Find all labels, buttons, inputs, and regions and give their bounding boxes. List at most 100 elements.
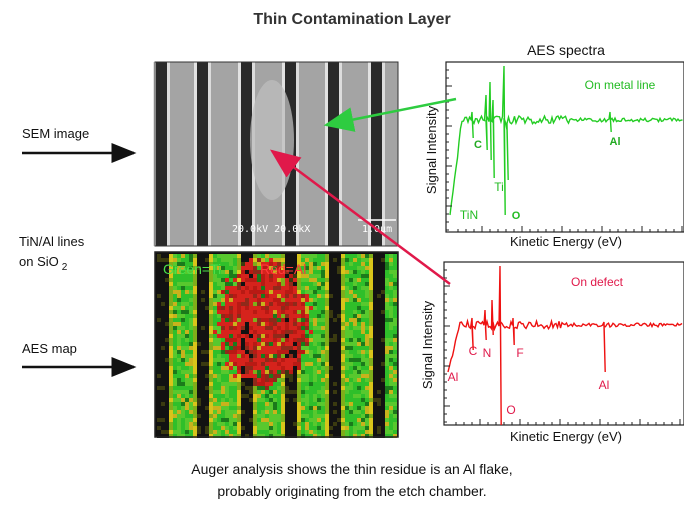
map-pixel xyxy=(233,310,237,314)
map-pixel xyxy=(377,278,381,282)
map-pixel xyxy=(297,382,301,386)
map-pixel xyxy=(261,274,265,278)
map-pixel xyxy=(173,382,177,386)
map-pixel xyxy=(349,342,353,346)
map-pixel xyxy=(161,342,165,346)
map-pixel xyxy=(293,330,297,334)
map-pixel xyxy=(317,406,321,410)
map-pixel xyxy=(305,394,309,398)
map-pixel xyxy=(373,422,377,426)
map-pixel xyxy=(197,258,201,262)
map-pixel xyxy=(357,290,361,294)
map-pixel xyxy=(277,394,281,398)
map-pixel xyxy=(309,322,313,326)
map-pixel xyxy=(249,430,253,434)
map-pixel xyxy=(273,362,277,366)
map-pixel xyxy=(369,402,373,406)
map-pixel xyxy=(329,318,333,322)
map-pixel xyxy=(249,302,253,306)
map-pixel xyxy=(277,282,281,286)
map-pixel xyxy=(161,398,165,402)
map-pixel xyxy=(217,390,221,394)
map-pixel xyxy=(361,350,365,354)
map-pixel xyxy=(373,330,377,334)
map-pixel xyxy=(237,322,241,326)
map-pixel xyxy=(249,338,253,342)
map-pixel xyxy=(325,258,329,262)
map-pixel xyxy=(217,394,221,398)
map-pixel xyxy=(297,398,301,402)
map-pixel xyxy=(237,286,241,290)
map-pixel xyxy=(281,398,285,402)
map-pixel xyxy=(217,262,221,266)
map-pixel xyxy=(365,350,369,354)
map-pixel xyxy=(197,430,201,434)
map-pixel xyxy=(185,310,189,314)
map-pixel xyxy=(265,434,269,438)
map-pixel xyxy=(389,258,393,262)
map-pixel xyxy=(229,374,233,378)
map-pixel xyxy=(305,270,309,274)
map-pixel xyxy=(293,418,297,422)
map-pixel xyxy=(261,286,265,290)
map-pixel xyxy=(329,382,333,386)
map-pixel xyxy=(201,326,205,330)
map-pixel xyxy=(157,322,161,326)
map-pixel xyxy=(265,394,269,398)
map-pixel xyxy=(225,310,229,314)
map-pixel xyxy=(217,330,221,334)
map-pixel xyxy=(177,414,181,418)
map-pixel xyxy=(249,286,253,290)
map-pixel xyxy=(337,410,341,414)
map-pixel xyxy=(205,346,209,350)
map-pixel xyxy=(333,298,337,302)
map-pixel xyxy=(205,390,209,394)
map-pixel xyxy=(281,386,285,390)
map-pixel xyxy=(225,418,229,422)
map-pixel xyxy=(193,350,197,354)
map-pixel xyxy=(281,390,285,394)
map-pixel xyxy=(309,338,313,342)
map-pixel xyxy=(165,358,169,362)
map-pixel xyxy=(265,398,269,402)
map-pixel xyxy=(301,346,305,350)
map-pixel xyxy=(301,354,305,358)
map-pixel xyxy=(281,434,285,438)
map-pixel xyxy=(293,302,297,306)
map-pixel xyxy=(217,366,221,370)
map-pixel xyxy=(197,306,201,310)
map-pixel xyxy=(193,330,197,334)
map-pixel xyxy=(161,282,165,286)
map-pixel xyxy=(253,326,257,330)
map-pixel xyxy=(253,382,257,386)
map-pixel xyxy=(349,402,353,406)
map-pixel xyxy=(385,342,389,346)
map-pixel xyxy=(321,406,325,410)
map-pixel xyxy=(325,350,329,354)
map-pixel xyxy=(181,414,185,418)
map-pixel xyxy=(385,286,389,290)
map-pixel xyxy=(245,434,249,438)
map-pixel xyxy=(221,330,225,334)
map-pixel xyxy=(189,282,193,286)
map-pixel xyxy=(369,326,373,330)
map-pixel xyxy=(201,314,205,318)
map-pixel xyxy=(265,318,269,322)
map-pixel xyxy=(341,306,345,310)
map-pixel xyxy=(377,330,381,334)
map-pixel xyxy=(189,270,193,274)
map-pixel xyxy=(317,382,321,386)
map-pixel xyxy=(193,382,197,386)
map-pixel xyxy=(257,362,261,366)
map-pixel xyxy=(369,434,373,438)
map-pixel xyxy=(213,326,217,330)
map-pixel xyxy=(285,322,289,326)
map-pixel xyxy=(333,270,337,274)
map-pixel xyxy=(285,414,289,418)
map-pixel xyxy=(289,270,293,274)
map-pixel xyxy=(233,402,237,406)
map-pixel xyxy=(193,338,197,342)
map-pixel xyxy=(309,278,313,282)
map-pixel xyxy=(377,410,381,414)
map-pixel xyxy=(389,354,393,358)
